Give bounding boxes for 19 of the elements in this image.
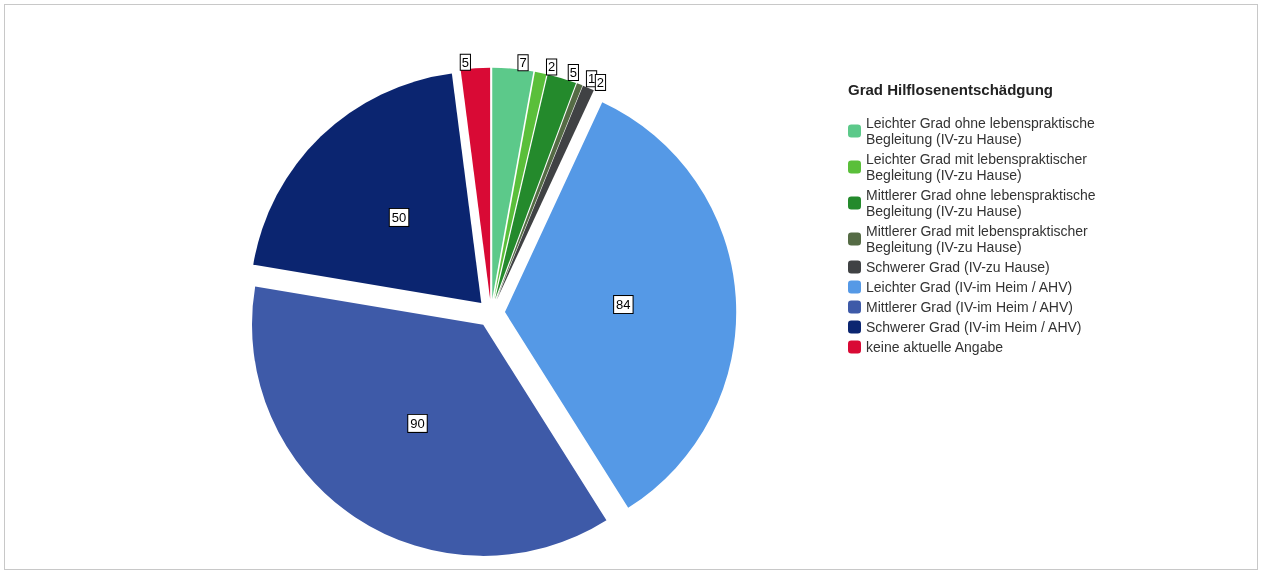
legend-title: Grad Hilflosenentschädgung [848,81,1054,98]
legend-label: keine aktuelle Angabe [866,339,1004,355]
data-label: 1 [587,71,596,87]
legend-label: Leichter Grad (IV-im Heim / AHV) [866,279,1073,295]
data-label: 2 [596,74,605,90]
data-label: 5 [569,65,577,81]
legend-label: Mittlerer Grad ohne lebenspraktische Begleitung (IV-zu Hause) [866,187,1100,219]
data-label: 5 [461,54,469,70]
legend-label: Leichter Grad mit lebenspraktischer Begleitung (IV-zu Hause) [866,151,1091,183]
legend-label: Leichter Grad ohne lebenspraktische Begleitung (IV-zu Hause) [866,115,1099,147]
legend-label: Mittlerer Grad (IV-im Heim / AHV) [866,299,1073,315]
data-label: 2 [547,59,556,75]
legend-label: Schwerer Grad (IV-im Heim / AHV) [866,319,1082,335]
legend-label: Mittlerer Grad mit lebenspraktischer Begleitung (IV-zu Hause) [866,223,1092,255]
data-label: 50 [391,209,407,225]
data-label: 7 [519,55,527,71]
data-label: 90 [410,415,425,431]
legend-label: Schwerer Grad (IV-zu Hause) [866,259,1050,275]
data-label: 84 [616,297,631,313]
